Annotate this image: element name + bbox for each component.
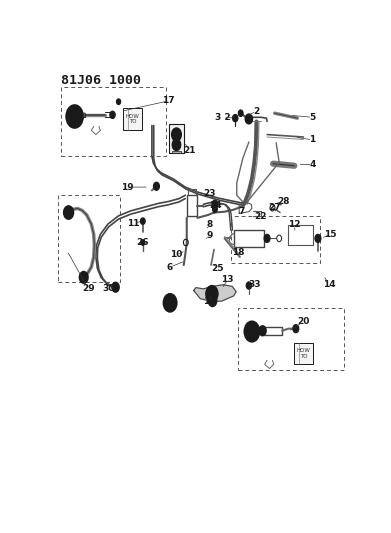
Text: 18: 18 (232, 248, 244, 257)
Text: HOW
TO: HOW TO (126, 114, 140, 124)
Polygon shape (194, 285, 236, 301)
Text: 21: 21 (183, 146, 196, 155)
Text: 23: 23 (203, 189, 216, 198)
Circle shape (140, 218, 145, 224)
Circle shape (141, 240, 145, 245)
Circle shape (79, 272, 88, 283)
Circle shape (112, 282, 119, 292)
Text: 11: 11 (127, 219, 140, 228)
Circle shape (212, 200, 218, 208)
Text: HOW
TO: HOW TO (296, 348, 310, 359)
Text: 27: 27 (268, 203, 281, 212)
Text: 15: 15 (325, 230, 337, 239)
Text: 29: 29 (82, 285, 95, 293)
Text: 9: 9 (206, 231, 213, 240)
Text: 14: 14 (323, 280, 335, 289)
Text: 1: 1 (309, 135, 316, 144)
Circle shape (208, 295, 217, 306)
Text: 20: 20 (297, 317, 310, 326)
Text: 19: 19 (121, 183, 134, 191)
Circle shape (172, 139, 181, 150)
Text: 10: 10 (170, 251, 182, 259)
Text: 12: 12 (288, 220, 301, 229)
Circle shape (66, 105, 83, 128)
Bar (169, 124, 184, 153)
Text: 26: 26 (136, 238, 149, 247)
Circle shape (293, 325, 299, 333)
Circle shape (153, 182, 160, 190)
Text: 6: 6 (167, 263, 173, 272)
Circle shape (209, 290, 215, 298)
Text: 33: 33 (249, 280, 261, 289)
Circle shape (206, 286, 218, 302)
Circle shape (264, 235, 270, 243)
Bar (61, 86, 165, 156)
Text: 24: 24 (209, 201, 222, 210)
Text: 7: 7 (238, 207, 244, 216)
Circle shape (167, 298, 174, 308)
Text: 28: 28 (278, 197, 290, 206)
Text: 3 2: 3 2 (215, 113, 231, 122)
Circle shape (66, 209, 71, 216)
Text: 16: 16 (203, 297, 216, 306)
Circle shape (244, 321, 260, 342)
Bar (294, 343, 312, 365)
Text: 25: 25 (211, 264, 223, 273)
Circle shape (82, 274, 86, 280)
Text: 81J06 1000: 81J06 1000 (61, 74, 141, 87)
Circle shape (174, 141, 179, 149)
Circle shape (315, 235, 321, 243)
Bar (231, 216, 320, 263)
Circle shape (110, 111, 115, 118)
Circle shape (172, 128, 181, 141)
Bar (172, 151, 181, 153)
Circle shape (64, 206, 74, 219)
Circle shape (238, 110, 243, 117)
Text: 17: 17 (162, 96, 175, 106)
Text: 8: 8 (206, 220, 213, 229)
Circle shape (259, 326, 266, 336)
Text: 31: 31 (164, 300, 176, 309)
Circle shape (233, 115, 238, 122)
Circle shape (247, 117, 251, 122)
Bar (58, 195, 120, 282)
Circle shape (213, 206, 217, 213)
Circle shape (117, 99, 121, 104)
Circle shape (114, 285, 117, 290)
Text: 5: 5 (309, 113, 316, 122)
Text: 30: 30 (102, 285, 115, 293)
Bar (238, 308, 344, 370)
Circle shape (245, 114, 253, 124)
Circle shape (163, 294, 177, 312)
Circle shape (247, 325, 257, 338)
Text: 2: 2 (253, 107, 260, 116)
Circle shape (246, 282, 251, 289)
Circle shape (69, 109, 80, 124)
Text: 22: 22 (255, 212, 267, 221)
Bar (123, 108, 142, 130)
Text: 13: 13 (221, 276, 234, 284)
Text: 4: 4 (309, 160, 316, 169)
